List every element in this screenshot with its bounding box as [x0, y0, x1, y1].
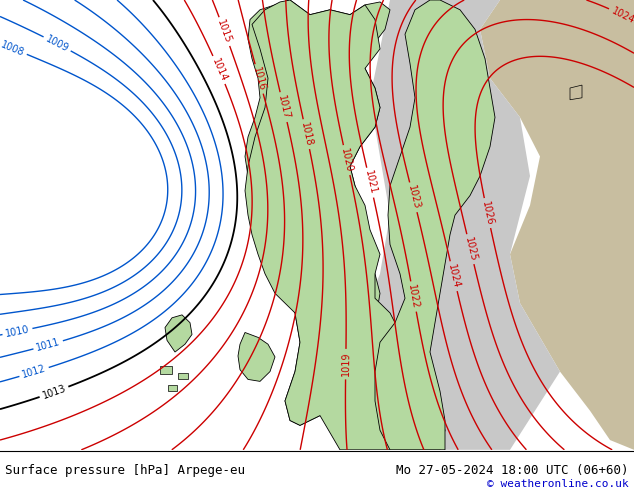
Polygon shape	[570, 85, 582, 100]
Polygon shape	[245, 0, 445, 450]
Text: 1008: 1008	[0, 39, 26, 58]
Polygon shape	[178, 372, 188, 379]
Text: 1026: 1026	[480, 200, 495, 226]
Polygon shape	[165, 315, 192, 352]
Text: 1025: 1025	[463, 236, 478, 262]
Polygon shape	[480, 0, 634, 450]
Text: Mo 27-05-2024 18:00 UTC (06+60): Mo 27-05-2024 18:00 UTC (06+60)	[396, 464, 629, 477]
Text: 1019: 1019	[340, 352, 351, 376]
Text: 1024: 1024	[610, 5, 634, 25]
Polygon shape	[238, 333, 275, 381]
Text: 1022: 1022	[406, 283, 420, 310]
Text: 1013: 1013	[41, 383, 67, 401]
Text: 1020: 1020	[339, 147, 354, 173]
Text: 1024: 1024	[446, 263, 462, 289]
Polygon shape	[160, 366, 172, 373]
Text: 1021: 1021	[363, 170, 378, 196]
Polygon shape	[340, 0, 560, 450]
Polygon shape	[375, 0, 495, 450]
Text: 1018: 1018	[299, 121, 314, 147]
Text: 1012: 1012	[21, 364, 48, 380]
Text: © weatheronline.co.uk: © weatheronline.co.uk	[487, 479, 629, 489]
Text: 1010: 1010	[4, 324, 30, 339]
Text: 1017: 1017	[276, 94, 291, 120]
Text: Surface pressure [hPa] Arpege-eu: Surface pressure [hPa] Arpege-eu	[5, 464, 245, 477]
Text: 1011: 1011	[35, 337, 61, 353]
Text: 1015: 1015	[216, 18, 233, 45]
Text: 1009: 1009	[44, 34, 70, 54]
Text: 1014: 1014	[210, 57, 228, 83]
Text: 1023: 1023	[406, 184, 421, 210]
Polygon shape	[168, 385, 177, 391]
Polygon shape	[245, 0, 390, 425]
Text: 1016: 1016	[251, 66, 268, 92]
